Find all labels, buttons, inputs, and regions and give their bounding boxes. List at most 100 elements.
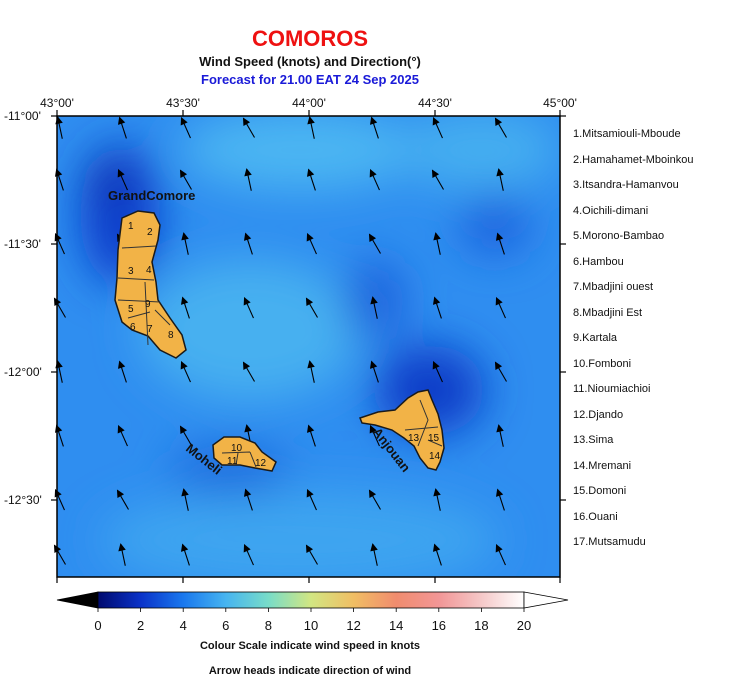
wind-arrow-head [179,169,188,179]
wind-arrow-head [305,544,314,554]
legend-item: 15.Domoni [573,485,627,497]
legend-item: 17.Mutsamudu [573,536,646,548]
wind-arrow-head [306,488,314,498]
legend-item: 4.Oichili-dimani [573,204,649,217]
wind-arrow-head [244,168,252,177]
region-number: 4 [146,265,152,276]
wind-arrow-head [243,296,251,306]
wind-arrow-head [179,425,188,435]
colorbar-tick: 18 [474,618,489,633]
wind-arrow-head [370,543,378,552]
legend-item: 9.Kartala [573,332,618,344]
region-number: 8 [168,330,174,341]
map-title: COMOROS [251,26,369,51]
region-number: 2 [147,227,153,238]
region-number: 6 [130,322,136,333]
region-number: 5 [128,304,134,315]
wind-arrow-head [307,360,315,369]
lon-label: 44°30' [418,96,452,110]
wind-arrow-head [180,360,188,370]
wind-arrow-head [306,168,315,177]
legend-item: 6.Hambou [573,255,624,268]
legend-item: 12.Djando [573,408,624,421]
region-number: 14 [429,451,441,462]
legend-item: 3.Itsandra-Hamanvou [573,179,679,191]
wind-arrow-head [494,361,503,371]
colorbar-tick: 4 [179,618,187,633]
wind-arrow-head [496,168,504,177]
colorbar-caption: Colour Scale indicate wind speed in knot… [199,640,421,652]
wind-arrow-head [431,169,440,179]
legend-item: 1.Mitsamiouli-Mboude [573,128,681,140]
wind-arrow-head [495,488,504,497]
legend-item: 13.Sima [573,434,614,446]
grand-comore-label: GrandComore [108,188,195,203]
region-number: 1 [128,221,134,232]
colorbar-tick: 6 [222,618,230,633]
wind-arrow-head [432,116,440,126]
wind-arrow-head [306,424,315,433]
wind-arrow-head [243,488,252,497]
colorbar-tick: 2 [136,618,145,633]
wind-arrow-head [495,543,503,553]
wind-arrow-head [368,489,377,499]
lat-label: -12°30' [4,493,42,507]
moheli-island [212,436,277,472]
wind-arrow-head [306,232,314,242]
wind-arrow-head [494,117,503,127]
legend-item: 2.Hamahamet-Mboinkou [573,153,694,166]
colorbar-tick: 20 [516,618,532,633]
wind-arrow-head [369,168,377,178]
wind-arrow-head [370,296,378,305]
lat-label: -11°30' [4,237,41,251]
wind-arrow-head [433,488,441,497]
wind-arrow-head [116,489,125,499]
wind-arrow-head [432,543,441,552]
map-subtitle: Wind Speed (knots) and Direction(°) [199,54,421,69]
lon-label: 45°00' [543,96,577,110]
region-number: 13 [408,433,420,444]
wind-arrows [53,116,507,566]
region-number: 9 [145,299,151,310]
colorbar-tick: 14 [388,618,404,633]
wind-arrow-head [369,360,378,369]
wind-speed-field [57,116,560,577]
region-number: 7 [147,324,153,335]
colorbar-tick: 12 [346,618,361,633]
anjouan-island [359,389,445,471]
lat-label: -12°00' [4,365,42,379]
lon-label: 43°00' [40,96,74,110]
lon-label: 43°30' [166,96,200,110]
legend-item: 8.Mbadjini Est [573,306,643,319]
legend-item: 10.Fomboni [573,357,632,370]
colorbar-tick: 0 [94,618,102,633]
wind-arrow-head [117,168,125,178]
wind-arrow-head [496,424,504,433]
region-number: 3 [128,266,134,277]
lon-label: 44°00' [292,96,326,110]
wind-arrow-head [369,424,377,434]
legend-item: 16.Ouani [573,510,618,523]
region-number: 15 [428,433,440,444]
wind-arrow-head [432,360,440,370]
wind-arrow-head [495,232,504,241]
wind-arrow-head [117,424,125,434]
forecast-time: Forecast for 21.00 EAT 24 Sep 2025 [201,72,419,87]
region-number: 12 [255,458,267,469]
colorbar-tick: 8 [264,618,273,633]
wind-arrow-head [180,543,189,552]
wind-arrow-head [432,296,441,305]
wind-arrow-head [307,116,315,125]
wind-arrow-head [117,116,126,125]
grand-comore-island [114,210,187,359]
wind-arrow-head [368,233,377,243]
arrow-caption: Arrow heads indicate direction of wind [208,665,412,677]
wind-arrow-head [433,232,441,241]
wind-arrow-head [180,116,188,126]
axis-ticks [51,110,566,583]
colorbar-tick: 10 [303,618,319,633]
legend-item: 7.Mbadjini ouest [573,281,654,293]
wind-arrow-head [181,488,189,497]
wind-arrow-head [244,424,252,433]
